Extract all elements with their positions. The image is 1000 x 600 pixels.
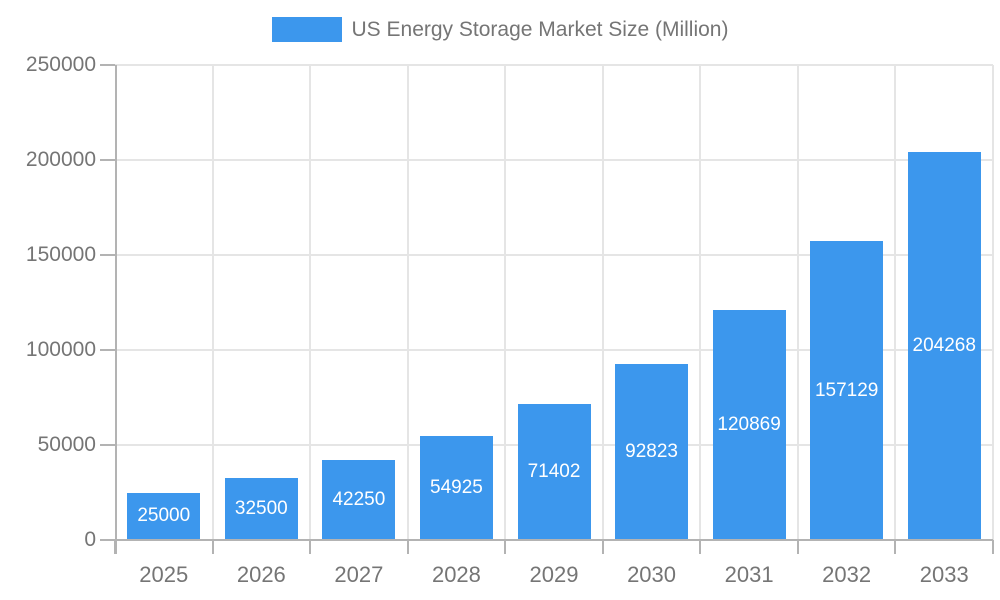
x-axis-line: [100, 539, 993, 541]
x-axis-tick: [894, 540, 897, 554]
y-gridline: [115, 254, 993, 256]
x-axis-tick-label: 2028: [431, 562, 481, 587]
y-axis-tick: [100, 64, 115, 66]
x-axis-tick: [211, 540, 214, 554]
x-gridline: [894, 65, 897, 540]
y-axis-tick-label: 150000: [25, 243, 96, 266]
legend-label: US Energy Storage Market Size (Million): [351, 17, 729, 41]
x-gridline: [601, 65, 604, 540]
y-axis-tick: [100, 254, 115, 256]
y-gridline: [115, 159, 993, 161]
bar-2029[interactable]: [517, 404, 591, 539]
y-axis-tick-label: 250000: [25, 53, 96, 76]
plot-area: 0 50000 100000 150000 200000 250000 25000 2025 3…: [26, 53, 994, 587]
bar-2025[interactable]: [127, 492, 201, 539]
bar-2030[interactable]: [615, 363, 689, 539]
x-axis-tick-label: 2033: [919, 562, 969, 587]
bar-2031[interactable]: [712, 310, 786, 539]
bar-2033[interactable]: [907, 151, 981, 539]
x-axis-tick: [699, 540, 702, 554]
bar-2032[interactable]: [810, 241, 884, 539]
y-axis-tick-label: 200000: [25, 148, 96, 171]
x-axis-tick: [992, 540, 994, 554]
bar-2028[interactable]: [419, 435, 493, 539]
x-gridline: [796, 65, 799, 540]
x-axis-tick-label: 2030: [627, 562, 677, 587]
x-axis-tick: [406, 540, 409, 554]
x-axis-tick-label: 2026: [236, 562, 286, 587]
x-gridline: [211, 65, 214, 540]
bar-2026[interactable]: [224, 478, 298, 539]
y-axis-line: [115, 65, 117, 554]
x-axis-tick-label: 2027: [334, 562, 384, 587]
y-axis-tick: [100, 349, 115, 351]
x-axis-tick-label: 2025: [139, 562, 189, 587]
legend-item[interactable]: US Energy Storage Market Size (Million): [0, 17, 1000, 42]
y-gridline: [115, 64, 993, 66]
y-axis-tick-label: 0: [84, 528, 96, 551]
y-axis-tick: [100, 159, 115, 161]
y-axis-tick: [100, 444, 115, 446]
y-gridline: [115, 349, 993, 351]
x-gridline: [406, 65, 409, 540]
x-gridline: [699, 65, 702, 540]
y-axis-tick-label: 50000: [37, 433, 96, 456]
x-axis-tick: [601, 540, 604, 554]
x-axis-tick: [504, 540, 507, 554]
x-gridline: [309, 65, 312, 540]
x-axis-tick: [796, 540, 799, 554]
bar-2027[interactable]: [322, 459, 396, 539]
legend-swatch: [271, 17, 342, 42]
x-axis-tick-label: 2029: [529, 562, 579, 587]
x-gridline: [992, 65, 994, 540]
x-gridline: [504, 65, 507, 540]
x-axis-tick: [309, 540, 312, 554]
x-axis-tick-label: 2031: [724, 562, 774, 587]
y-axis-tick-label: 100000: [25, 338, 96, 361]
x-axis-tick-label: 2032: [822, 562, 872, 587]
